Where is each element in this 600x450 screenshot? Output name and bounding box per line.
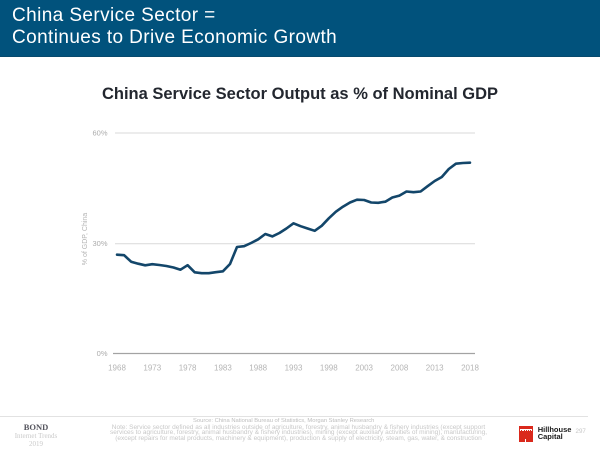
svg-text:0%: 0% — [97, 349, 108, 358]
svg-text:2008: 2008 — [391, 364, 409, 373]
svg-text:2018: 2018 — [461, 364, 479, 373]
svg-text:60%: 60% — [92, 129, 107, 138]
svg-text:1988: 1988 — [249, 364, 267, 373]
svg-text:% of GDP, China: % of GDP, China — [82, 213, 89, 266]
svg-text:1993: 1993 — [285, 364, 303, 373]
svg-text:1983: 1983 — [214, 364, 232, 373]
svg-text:1978: 1978 — [179, 364, 197, 373]
svg-text:1973: 1973 — [143, 364, 161, 373]
svg-text:2013: 2013 — [426, 364, 444, 373]
svg-text:1998: 1998 — [320, 364, 338, 373]
svg-text:1968: 1968 — [108, 364, 126, 373]
svg-text:30%: 30% — [92, 239, 107, 248]
svg-text:2003: 2003 — [355, 364, 373, 373]
